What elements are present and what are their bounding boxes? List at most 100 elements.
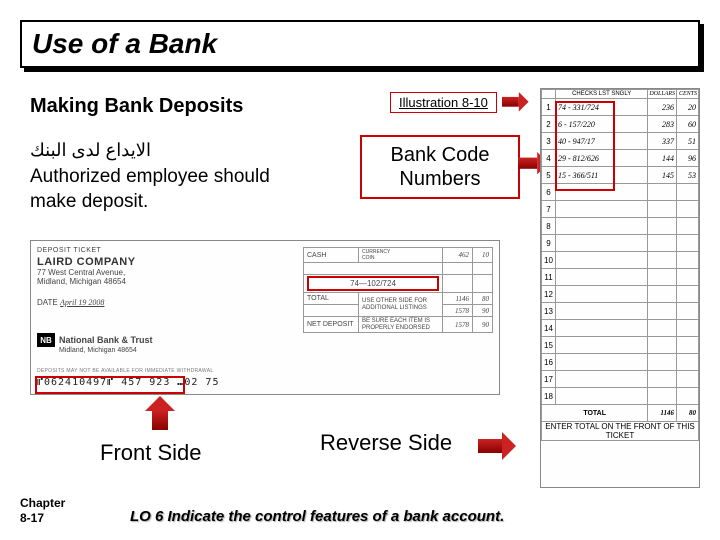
body-text: Authorized employee should make deposit. <box>30 165 270 214</box>
check-cell <box>556 371 648 388</box>
cents-cell <box>677 218 699 235</box>
slip-note-2: BE SURE EACH ITEM IS PROPERLY ENDORSED <box>359 317 443 333</box>
bank-name: National Bank & Trust <box>59 335 153 345</box>
row-num: 18 <box>542 388 556 405</box>
cash-cents: 10 <box>473 248 493 263</box>
dollars-cell <box>648 337 677 354</box>
table-row: 74—102/724 <box>304 275 493 293</box>
cash-dollars: 462 <box>443 248 473 263</box>
rev-footer: ENTER TOTAL ON THE FRONT OF THIS TICKET <box>542 422 699 441</box>
col-cents: CENTS <box>677 90 699 99</box>
chapter-number: 8-17 <box>20 511 44 525</box>
title-banner: Use of a Bank <box>20 20 700 68</box>
table-row: 15 <box>542 337 699 354</box>
front-side-label: Front Side <box>100 440 202 466</box>
micr-highlight <box>35 376 185 394</box>
row-num: 9 <box>542 235 556 252</box>
net-dollars: 1578 <box>443 317 473 333</box>
arabic-caption: الايداع لدى البنك <box>30 140 151 161</box>
dollars-cell <box>648 252 677 269</box>
cents-cell: 51 <box>677 133 699 150</box>
page-title: Use of a Bank <box>32 28 217 60</box>
cents-cell <box>677 354 699 371</box>
cents-cell <box>677 269 699 286</box>
dollars-cell <box>648 354 677 371</box>
total-label: TOTAL <box>304 293 359 305</box>
table-row: 16 <box>542 354 699 371</box>
date-line: DATE April 19 2008 <box>37 298 297 307</box>
row-num: 11 <box>542 269 556 286</box>
company-addr-2: Midland, Michigan 48654 <box>37 277 297 286</box>
table-row: 14 <box>542 320 699 337</box>
ticket-label: DEPOSIT TICKET <box>37 247 297 254</box>
check-cell <box>556 320 648 337</box>
row-num: 8 <box>542 218 556 235</box>
total-cents: 90 <box>473 305 493 317</box>
check-cell <box>556 269 648 286</box>
dollars-cell: 144 <box>648 150 677 167</box>
col-checks: CHECKS LST SNGLY <box>556 90 648 99</box>
body-line-1: Authorized employee should <box>30 166 270 187</box>
rev-total-cents: 80 <box>677 405 699 422</box>
dollars-cell <box>648 320 677 337</box>
chapter-word: Chapter <box>20 496 65 510</box>
dollars-cell <box>648 235 677 252</box>
check-cell <box>556 201 648 218</box>
table-row: 13 <box>542 303 699 320</box>
cents-cell <box>677 184 699 201</box>
rev-total-label: TOTAL <box>542 405 648 422</box>
slip-note-1: USE OTHER SIDE FOR ADDITIONAL LISTINGS <box>359 293 443 317</box>
listing-cents: 80 <box>473 293 493 305</box>
dollars-cell <box>648 201 677 218</box>
cents-cell <box>677 371 699 388</box>
dollars-cell <box>648 303 677 320</box>
dollars-cell <box>648 218 677 235</box>
cents-cell <box>677 235 699 252</box>
row-num: 16 <box>542 354 556 371</box>
dollars-cell: 337 <box>648 133 677 150</box>
bank-code-line-1: Bank Code <box>391 144 490 166</box>
table-row: 11 <box>542 269 699 286</box>
cents-cell <box>677 286 699 303</box>
col-dollars: DOLLARS <box>648 90 677 99</box>
check-cell <box>556 388 648 405</box>
bank-logo-icon: NB <box>37 333 55 347</box>
check-cell <box>556 286 648 303</box>
dollars-cell: 145 <box>648 167 677 184</box>
row-num: 15 <box>542 337 556 354</box>
row-num: 12 <box>542 286 556 303</box>
check-cell <box>556 337 648 354</box>
routing-number: 74—102/724 <box>307 276 439 291</box>
cents-cell: 96 <box>677 150 699 167</box>
dollars-cell <box>648 286 677 303</box>
net-label: NET DEPOSIT <box>304 317 359 333</box>
cents-cell <box>677 388 699 405</box>
section-subtitle: Making Bank Deposits <box>30 95 243 118</box>
dollars-cell: 283 <box>648 116 677 133</box>
table-row: 10 <box>542 252 699 269</box>
table-row: CASH CURRENCYCOIN 462 10 <box>304 248 493 263</box>
row-num: 3 <box>542 133 556 150</box>
check-cell <box>556 354 648 371</box>
slip-amounts-table: CASH CURRENCYCOIN 462 10 74—102/724 TOTA… <box>303 247 493 333</box>
row-num: 4 <box>542 150 556 167</box>
currency-header: CURRENCYCOIN <box>359 248 443 263</box>
deposit-slip-front: DEPOSIT TICKET LAIRD COMPANY 77 West Cen… <box>30 240 500 395</box>
bank-code-callout: Bank Code Numbers <box>360 135 520 199</box>
table-row: 8 <box>542 218 699 235</box>
deposit-slip-reverse: CHECKS LST SNGLY DOLLARS CENTS 174 - 331… <box>540 88 700 488</box>
company-addr-1: 77 West Central Avenue, <box>37 268 297 277</box>
table-row: NET DEPOSIT BE SURE EACH ITEM IS PROPERL… <box>304 317 493 333</box>
cents-cell: 53 <box>677 167 699 184</box>
table-row: 9 <box>542 235 699 252</box>
table-row: TOTAL USE OTHER SIDE FOR ADDITIONAL LIST… <box>304 293 493 305</box>
slip-left: DEPOSIT TICKET LAIRD COMPANY 77 West Cen… <box>37 247 297 307</box>
bank-address: Midland, Michigan 48654 <box>59 347 137 354</box>
row-num: 10 <box>542 252 556 269</box>
dollars-cell <box>648 269 677 286</box>
table-header-row: CHECKS LST SNGLY DOLLARS CENTS <box>542 90 699 99</box>
cents-cell: 20 <box>677 99 699 116</box>
reverse-highlight <box>555 101 615 191</box>
table-row <box>304 263 493 275</box>
dollars-cell <box>648 388 677 405</box>
